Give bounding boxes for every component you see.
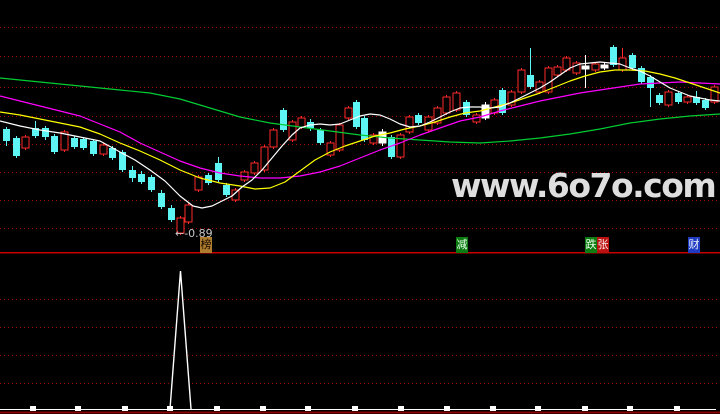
candle-body <box>32 128 39 136</box>
candle-body <box>194 176 203 191</box>
baseline-tick <box>352 406 358 411</box>
baseline-tick <box>122 406 128 411</box>
candle-body <box>388 137 395 157</box>
candle-body <box>591 63 600 71</box>
candle-body <box>463 102 470 115</box>
candle-body <box>176 217 185 234</box>
candle-body <box>158 193 165 207</box>
baseline-tick <box>398 406 404 411</box>
candle-body <box>481 104 490 119</box>
candle-body <box>297 117 306 128</box>
candle-body <box>317 130 324 143</box>
candle-body <box>535 81 544 93</box>
candle-body <box>638 68 645 82</box>
candle-body <box>80 139 87 148</box>
indicator-spike <box>169 270 192 410</box>
ma-line-fast-white <box>0 61 720 209</box>
candle-body <box>527 75 534 87</box>
candle-body <box>693 97 700 103</box>
chart-marker-badge-榜[interactable]: 榜 <box>200 237 212 253</box>
baseline-tick <box>490 406 496 411</box>
candle-body <box>675 93 682 102</box>
candle-body <box>656 95 663 103</box>
chart-marker-badge-财[interactable]: 财 <box>688 237 700 253</box>
candle-body <box>250 162 259 174</box>
candle-body <box>702 100 709 108</box>
baseline-tick <box>627 406 633 411</box>
low-value-annotation: ←-0.89 <box>175 227 213 240</box>
candle-body <box>610 47 617 65</box>
candle-body <box>71 138 78 147</box>
candle-body <box>184 204 193 223</box>
candle-body <box>683 96 692 103</box>
candle-body <box>415 115 422 123</box>
ma-line-slow-green <box>0 77 720 144</box>
candle-body <box>442 96 451 114</box>
candle-body <box>231 189 240 201</box>
candle-body <box>119 152 126 170</box>
candle-body <box>629 55 636 68</box>
candle-body <box>260 146 269 171</box>
baseline-tick <box>444 406 450 411</box>
baseline-tick <box>582 406 588 411</box>
candle-body <box>51 136 58 152</box>
candle-body <box>664 91 673 106</box>
baseline-tick <box>674 406 680 411</box>
candle-body <box>353 102 360 127</box>
candle-body <box>369 134 378 144</box>
baseline-tick <box>167 406 173 411</box>
candle-body <box>499 90 506 113</box>
candle-body <box>405 116 414 133</box>
candle-body <box>452 92 461 111</box>
candle-body <box>433 107 442 124</box>
baseline-tick <box>305 406 311 411</box>
candle-body <box>99 144 108 155</box>
candle-body <box>148 177 155 190</box>
chart-marker-badge-跌[interactable]: 跌 <box>585 237 597 253</box>
candle-body <box>326 142 335 156</box>
baseline-tick <box>260 406 266 411</box>
candle-body <box>647 77 654 88</box>
candle-body <box>361 118 368 140</box>
candle-body <box>572 62 581 74</box>
baseline-tick <box>214 406 220 411</box>
candle-body <box>517 69 526 93</box>
chart-marker-badge-张[interactable]: 张 <box>597 237 609 253</box>
candle-body <box>344 107 353 119</box>
candle-body <box>223 185 230 195</box>
candle-body <box>205 175 212 183</box>
candle-body <box>129 170 136 178</box>
candle-body <box>507 91 516 106</box>
candle-body <box>60 131 69 151</box>
baseline-tick <box>75 406 81 411</box>
candle-body <box>710 86 719 103</box>
candle-body <box>600 64 609 69</box>
candle-body <box>168 208 175 220</box>
candle-body <box>109 148 116 158</box>
candle-body <box>269 129 278 148</box>
ma-line-mid-yellow <box>0 69 720 190</box>
candle-body <box>42 128 49 137</box>
candle-body <box>21 136 30 149</box>
candle-body <box>553 66 562 76</box>
candle-body <box>396 134 405 158</box>
candle-body <box>335 124 344 151</box>
candle-body <box>215 163 222 180</box>
candle-body <box>280 110 287 130</box>
baseline-tick <box>30 406 36 411</box>
candle-body <box>138 174 145 182</box>
candle-body <box>581 65 590 70</box>
candle-body <box>13 138 20 156</box>
candle-body <box>90 141 97 154</box>
candle-body <box>3 129 10 141</box>
ma-line-mid-magenta <box>0 81 720 179</box>
baseline-tick <box>535 406 541 411</box>
chart-marker-badge-减[interactable]: 减 <box>456 237 468 253</box>
